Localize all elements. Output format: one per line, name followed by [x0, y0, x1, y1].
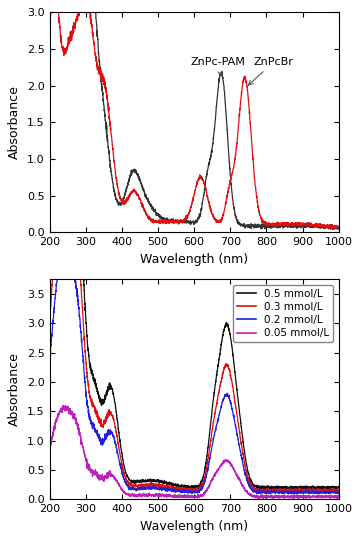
0.3 mmol/L — [275, 487, 279, 493]
0.5 mmol/L — [188, 483, 192, 490]
Text: ZnPcBr: ZnPcBr — [248, 57, 293, 85]
Legend: 0.5 mmol/L, 0.3 mmol/L, 0.2 mmol/L, 0.05 mmol/L: 0.5 mmol/L, 0.3 mmol/L, 0.2 mmol/L, 0.05… — [233, 285, 334, 342]
0.2 mmol/L — [63, 242, 67, 249]
Line: 0.2 mmol/L: 0.2 mmol/L — [49, 246, 339, 494]
0.05 mmol/L — [328, 493, 332, 499]
0.05 mmol/L — [329, 494, 333, 500]
0.5 mmol/L — [275, 485, 280, 491]
0.5 mmol/L — [62, 82, 66, 89]
Text: ZnPc-PAM: ZnPc-PAM — [191, 57, 245, 76]
0.2 mmol/L — [180, 488, 185, 494]
0.2 mmol/L — [47, 360, 52, 366]
0.2 mmol/L — [62, 246, 66, 252]
0.2 mmol/L — [295, 491, 299, 497]
0.05 mmol/L — [336, 494, 341, 500]
0.05 mmol/L — [62, 405, 66, 412]
X-axis label: Wavelength (nm): Wavelength (nm) — [140, 253, 248, 266]
Y-axis label: Absorbance: Absorbance — [8, 352, 21, 426]
0.05 mmol/L — [180, 493, 185, 500]
0.2 mmol/L — [275, 489, 279, 496]
0.5 mmol/L — [336, 483, 341, 490]
0.3 mmol/L — [62, 177, 66, 184]
0.2 mmol/L — [188, 489, 192, 495]
0.2 mmol/L — [328, 490, 332, 496]
0.5 mmol/L — [180, 483, 185, 490]
0.05 mmol/L — [47, 447, 52, 454]
X-axis label: Wavelength (nm): Wavelength (nm) — [140, 520, 248, 533]
0.3 mmol/L — [295, 490, 300, 496]
0.05 mmol/L — [275, 494, 279, 501]
Y-axis label: Absorbance: Absorbance — [8, 85, 21, 159]
0.3 mmol/L — [328, 487, 332, 494]
0.3 mmol/L — [329, 486, 333, 493]
0.05 mmol/L — [63, 403, 68, 409]
0.3 mmol/L — [336, 487, 341, 494]
0.05 mmol/L — [292, 496, 296, 503]
Line: 0.05 mmol/L: 0.05 mmol/L — [49, 406, 339, 499]
Line: 0.5 mmol/L: 0.5 mmol/L — [49, 81, 339, 490]
0.3 mmol/L — [180, 486, 185, 493]
0.3 mmol/L — [63, 173, 67, 179]
0.5 mmol/L — [47, 271, 52, 278]
0.05 mmol/L — [188, 493, 192, 499]
0.5 mmol/L — [63, 78, 67, 84]
0.2 mmol/L — [329, 490, 333, 496]
0.5 mmol/L — [329, 484, 333, 490]
0.5 mmol/L — [328, 484, 332, 491]
0.3 mmol/L — [188, 486, 192, 493]
Line: 0.3 mmol/L: 0.3 mmol/L — [49, 176, 339, 493]
0.3 mmol/L — [47, 322, 52, 329]
0.5 mmol/L — [273, 486, 277, 493]
0.2 mmol/L — [336, 490, 341, 496]
